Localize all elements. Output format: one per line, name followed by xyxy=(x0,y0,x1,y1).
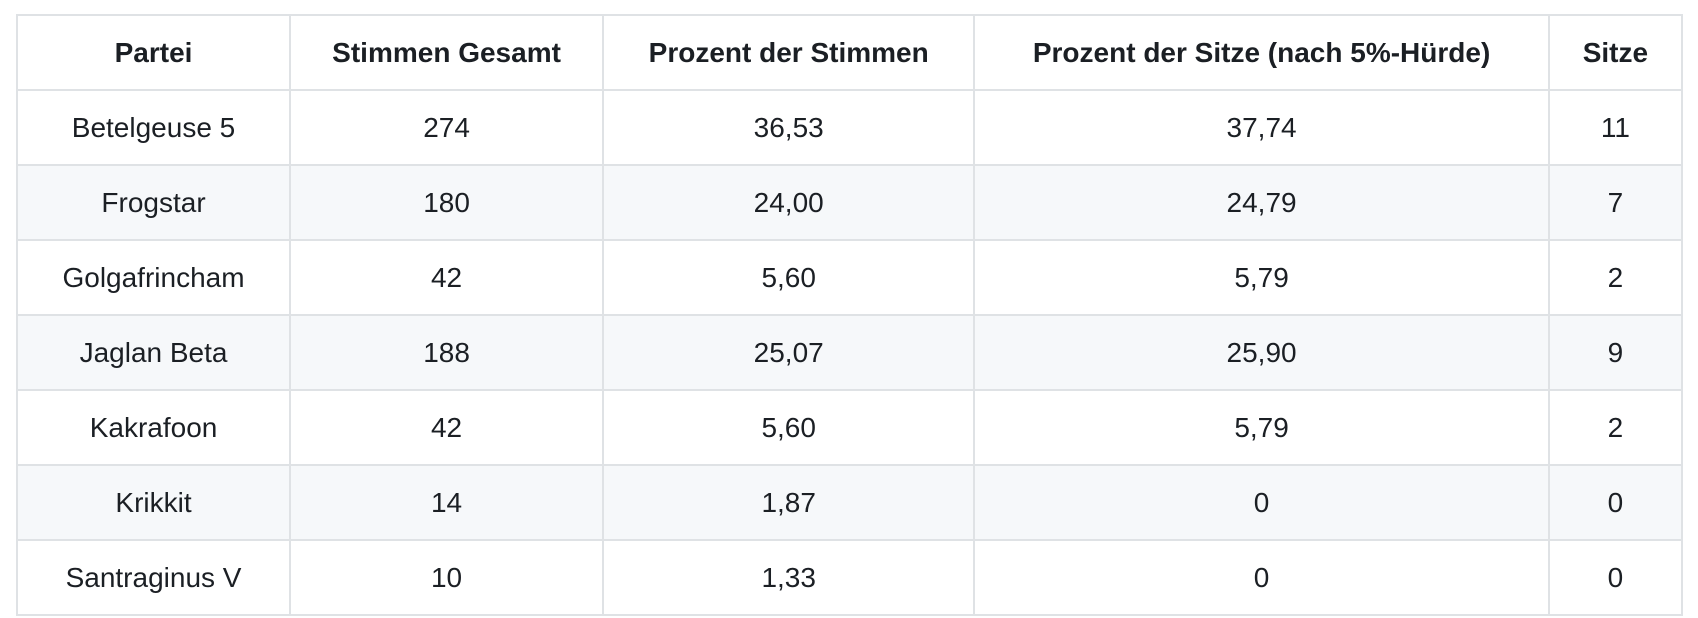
table-cell: 11 xyxy=(1547,89,1684,166)
table-body: Betelgeuse 5 274 36,53 37,74 11 Frogstar 180 24… xyxy=(15,89,1684,616)
table-cell: 188 xyxy=(289,314,605,391)
column-header-sitze: Sitze xyxy=(1547,14,1684,91)
table-cell: 274 xyxy=(289,89,605,166)
table-cell: 36,53 xyxy=(602,89,976,166)
table-cell: 0 xyxy=(973,464,1550,541)
table-cell: 25,90 xyxy=(973,314,1550,391)
table-cell: 42 xyxy=(289,239,605,316)
party-name-cell: Frogstar xyxy=(15,164,292,241)
party-name-cell: Krikkit xyxy=(15,464,292,541)
table-cell: 5,60 xyxy=(602,389,976,466)
table-cell: 5,79 xyxy=(973,239,1550,316)
table-row: Kakrafoon 42 5,60 5,79 2 xyxy=(15,389,1684,466)
table-cell: 180 xyxy=(289,164,605,241)
table-cell: 42 xyxy=(289,389,605,466)
column-header-stimmen-gesamt: Stimmen Gesamt xyxy=(289,14,605,91)
table-cell: 10 xyxy=(289,539,605,616)
party-name-cell: Golgafrincham xyxy=(15,239,292,316)
table-cell: 24,00 xyxy=(602,164,976,241)
table-cell: 24,79 xyxy=(973,164,1550,241)
table-row: Betelgeuse 5 274 36,53 37,74 11 xyxy=(15,89,1684,166)
table-row: Krikkit 14 1,87 0 0 xyxy=(15,464,1684,541)
table-cell: 0 xyxy=(973,539,1550,616)
table-cell: 2 xyxy=(1547,239,1684,316)
table-header-row: Partei Stimmen Gesamt Prozent der Stimme… xyxy=(15,14,1684,91)
table-cell: 2 xyxy=(1547,389,1684,466)
column-header-prozent-der-sitze: Prozent der Sitze (nach 5%-Hürde) xyxy=(973,14,1550,91)
table-cell: 5,60 xyxy=(602,239,976,316)
party-name-cell: Santraginus V xyxy=(15,539,292,616)
party-name-cell: Kakrafoon xyxy=(15,389,292,466)
table-row: Jaglan Beta 188 25,07 25,90 9 xyxy=(15,314,1684,391)
table-row: Golgafrincham 42 5,60 5,79 2 xyxy=(15,239,1684,316)
table-cell: 0 xyxy=(1547,464,1684,541)
table-row: Frogstar 180 24,00 24,79 7 xyxy=(15,164,1684,241)
table-cell: 7 xyxy=(1547,164,1684,241)
party-name-cell: Jaglan Beta xyxy=(15,314,292,391)
column-header-partei: Partei xyxy=(15,14,292,91)
table-cell: 5,79 xyxy=(973,389,1550,466)
results-table: Partei Stimmen Gesamt Prozent der Stimme… xyxy=(15,14,1684,616)
column-header-prozent-der-stimmen: Prozent der Stimmen xyxy=(602,14,976,91)
party-name-cell: Betelgeuse 5 xyxy=(15,89,292,166)
table-cell: 1,33 xyxy=(602,539,976,616)
table-cell: 37,74 xyxy=(973,89,1550,166)
table-cell: 1,87 xyxy=(602,464,976,541)
table-cell: 14 xyxy=(289,464,605,541)
table-cell: 25,07 xyxy=(602,314,976,391)
table-cell: 9 xyxy=(1547,314,1684,391)
table-cell: 0 xyxy=(1547,539,1684,616)
table-row: Santraginus V 10 1,33 0 0 xyxy=(15,539,1684,616)
